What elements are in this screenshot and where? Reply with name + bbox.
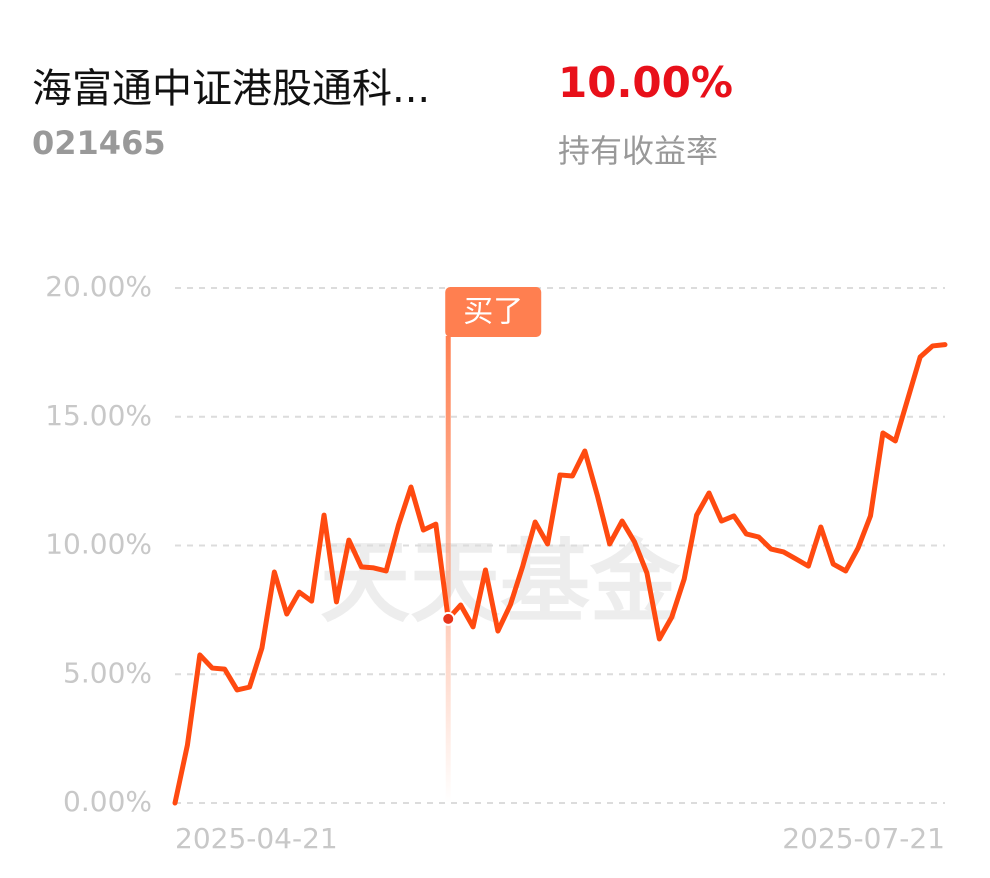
y-tick-label: 20.00% [45, 270, 152, 303]
buy-line [445, 336, 451, 803]
y-tick-label: 5.00% [63, 656, 152, 689]
fund-name: 海富通中证港股通科... [32, 66, 431, 112]
fund-code: 021465 [32, 124, 166, 162]
line-series [172, 342, 948, 806]
x-tick-label: 2025-04-21 [175, 822, 338, 855]
holding-return: 10.00% [558, 58, 733, 107]
x-tick-label: 2025-07-21 [782, 822, 945, 855]
y-tick-label: 0.00% [63, 785, 152, 818]
buy-point [441, 611, 456, 626]
holding-return-label: 持有收益率 [558, 132, 719, 170]
buy-tag-label: 买了 [463, 295, 523, 330]
y-tick-label: 10.00% [45, 528, 152, 561]
buy-tag [445, 287, 542, 337]
y-tick-label: 15.00% [45, 399, 152, 432]
watermark: 天天基金 [320, 530, 681, 635]
